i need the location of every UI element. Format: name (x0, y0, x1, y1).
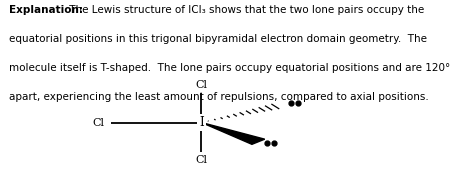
Text: apart, experiencing the least amount of repulsions, compared to axial positions.: apart, experiencing the least amount of … (9, 92, 428, 102)
Text: molecule itself is T-shaped.  The lone pairs occupy equatorial positions and are: molecule itself is T-shaped. The lone pa… (9, 63, 450, 73)
Text: Explanation:: Explanation: (9, 5, 82, 15)
Text: Cl: Cl (92, 117, 104, 128)
Text: Cl: Cl (195, 155, 208, 165)
Polygon shape (201, 122, 265, 144)
Text: I: I (199, 116, 204, 129)
Text: equatorial positions in this trigonal bipyramidal electron domain geometry.  The: equatorial positions in this trigonal bi… (9, 34, 427, 44)
Text: Cl: Cl (195, 80, 208, 90)
Text: The Lewis structure of ICl₃ shows that the two lone pairs occupy the: The Lewis structure of ICl₃ shows that t… (66, 5, 425, 15)
